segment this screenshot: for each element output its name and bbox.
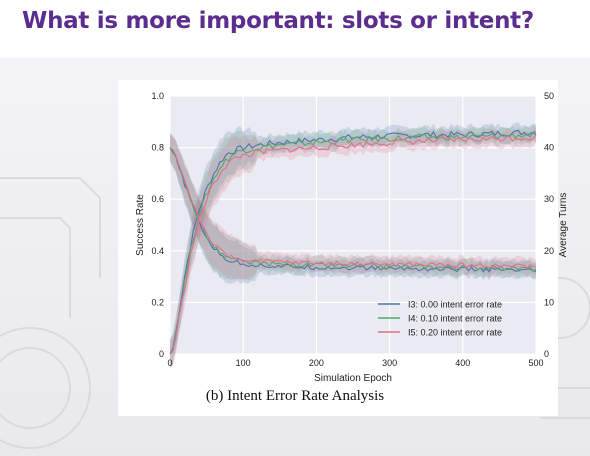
- y-tick-label-left: 0.4: [151, 246, 164, 256]
- y-tick-label-right: 40: [544, 143, 554, 153]
- x-tick-label: 500: [528, 358, 543, 368]
- y-tick-label-right: 10: [544, 297, 554, 307]
- y-tick-label-left: 0.2: [151, 297, 164, 307]
- legend-label: I4: 0.10 intent error rate: [408, 314, 502, 324]
- y-tick-label-left: 1.0: [151, 91, 164, 101]
- y-tick-label-left: 0.6: [151, 194, 164, 204]
- figure-caption: (b) Intent Error Rate Analysis: [0, 388, 590, 405]
- x-tick-label: 400: [455, 358, 470, 368]
- y-tick-label-right: 30: [544, 194, 554, 204]
- y-tick-label-left: 0.8: [151, 143, 164, 153]
- y-axis-label-left: Success Rate: [135, 194, 146, 256]
- y-tick-label-right: 20: [544, 246, 554, 256]
- y-axis-label-right: Average Turns: [558, 193, 569, 258]
- legend-label: I3: 0.00 intent error rate: [408, 300, 502, 310]
- x-tick-label: 0: [167, 358, 172, 368]
- x-tick-label: 200: [309, 358, 324, 368]
- legend-label: I5: 0.20 intent error rate: [408, 328, 502, 338]
- x-tick-label: 100: [236, 358, 251, 368]
- x-tick-label: 300: [382, 358, 397, 368]
- x-axis-label: Simulation Epoch: [314, 373, 392, 384]
- y-tick-label-left: 0: [159, 349, 164, 359]
- y-tick-label-right: 0: [544, 349, 549, 359]
- y-tick-label-right: 50: [544, 91, 554, 101]
